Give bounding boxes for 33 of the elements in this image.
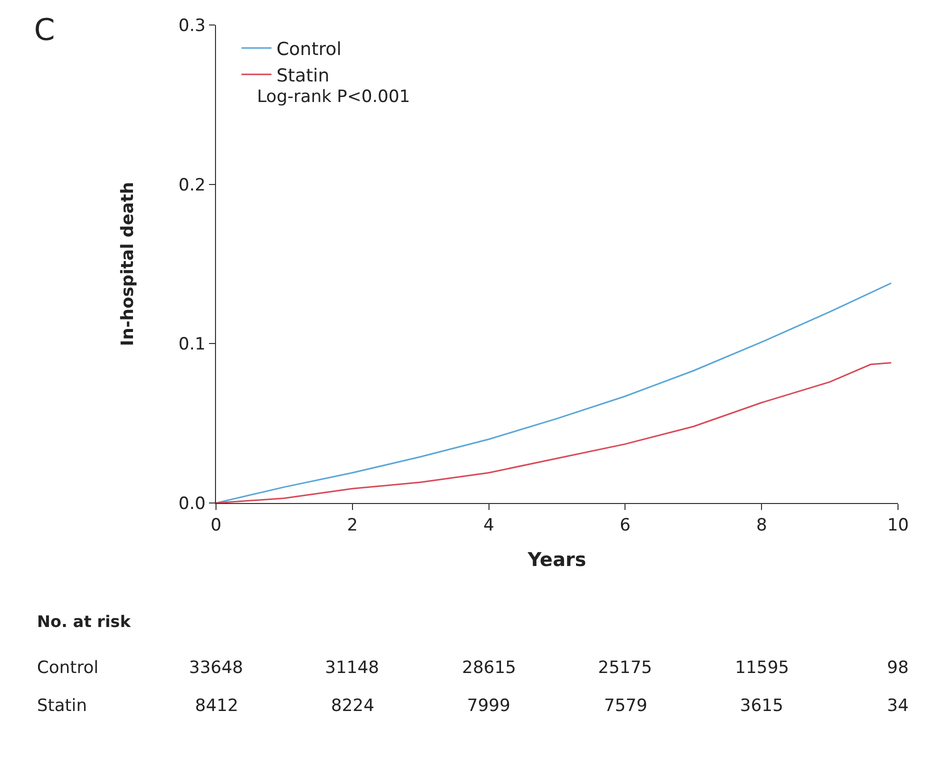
- text: Control: [37, 658, 98, 678]
- text: C: [34, 13, 55, 48]
- text: 3615: [740, 696, 784, 716]
- text: No. at risk: [37, 612, 131, 631]
- y-tick-label: 0.1: [178, 334, 206, 355]
- text: 7999: [467, 696, 510, 716]
- annotation: Log-rank P<0.001: [257, 87, 410, 107]
- text: 11595: [735, 658, 790, 678]
- line-series: [216, 362, 892, 503]
- text: Statin: [37, 696, 88, 716]
- x-tick-label: 2: [346, 515, 358, 536]
- y-axis-title: In-hospital death: [118, 182, 138, 346]
- x-tick-label: 6: [620, 515, 631, 536]
- text: 34: [887, 696, 909, 716]
- line-series: [216, 282, 892, 503]
- y-tick-label: 0.3: [178, 16, 206, 36]
- text: 31148: [325, 658, 380, 678]
- y-tick-label: 0.0: [178, 494, 206, 514]
- text: 8224: [331, 696, 374, 716]
- x-axis-title: Years: [526, 549, 586, 572]
- legend-label: Control: [276, 39, 342, 60]
- text: 8412: [195, 696, 238, 716]
- text: 98: [887, 658, 909, 678]
- x-tick-label: 4: [483, 515, 494, 536]
- x-tick-label: 10: [887, 515, 909, 536]
- text: 33648: [189, 658, 244, 678]
- text: 28615: [462, 658, 516, 678]
- x-tick-label: 8: [756, 515, 768, 536]
- y-tick-label: 0.2: [178, 175, 206, 196]
- legend-label: Statin: [276, 65, 330, 86]
- text: 25175: [598, 658, 652, 678]
- text: 7579: [604, 696, 648, 716]
- x-tick-label: 0: [210, 515, 222, 536]
